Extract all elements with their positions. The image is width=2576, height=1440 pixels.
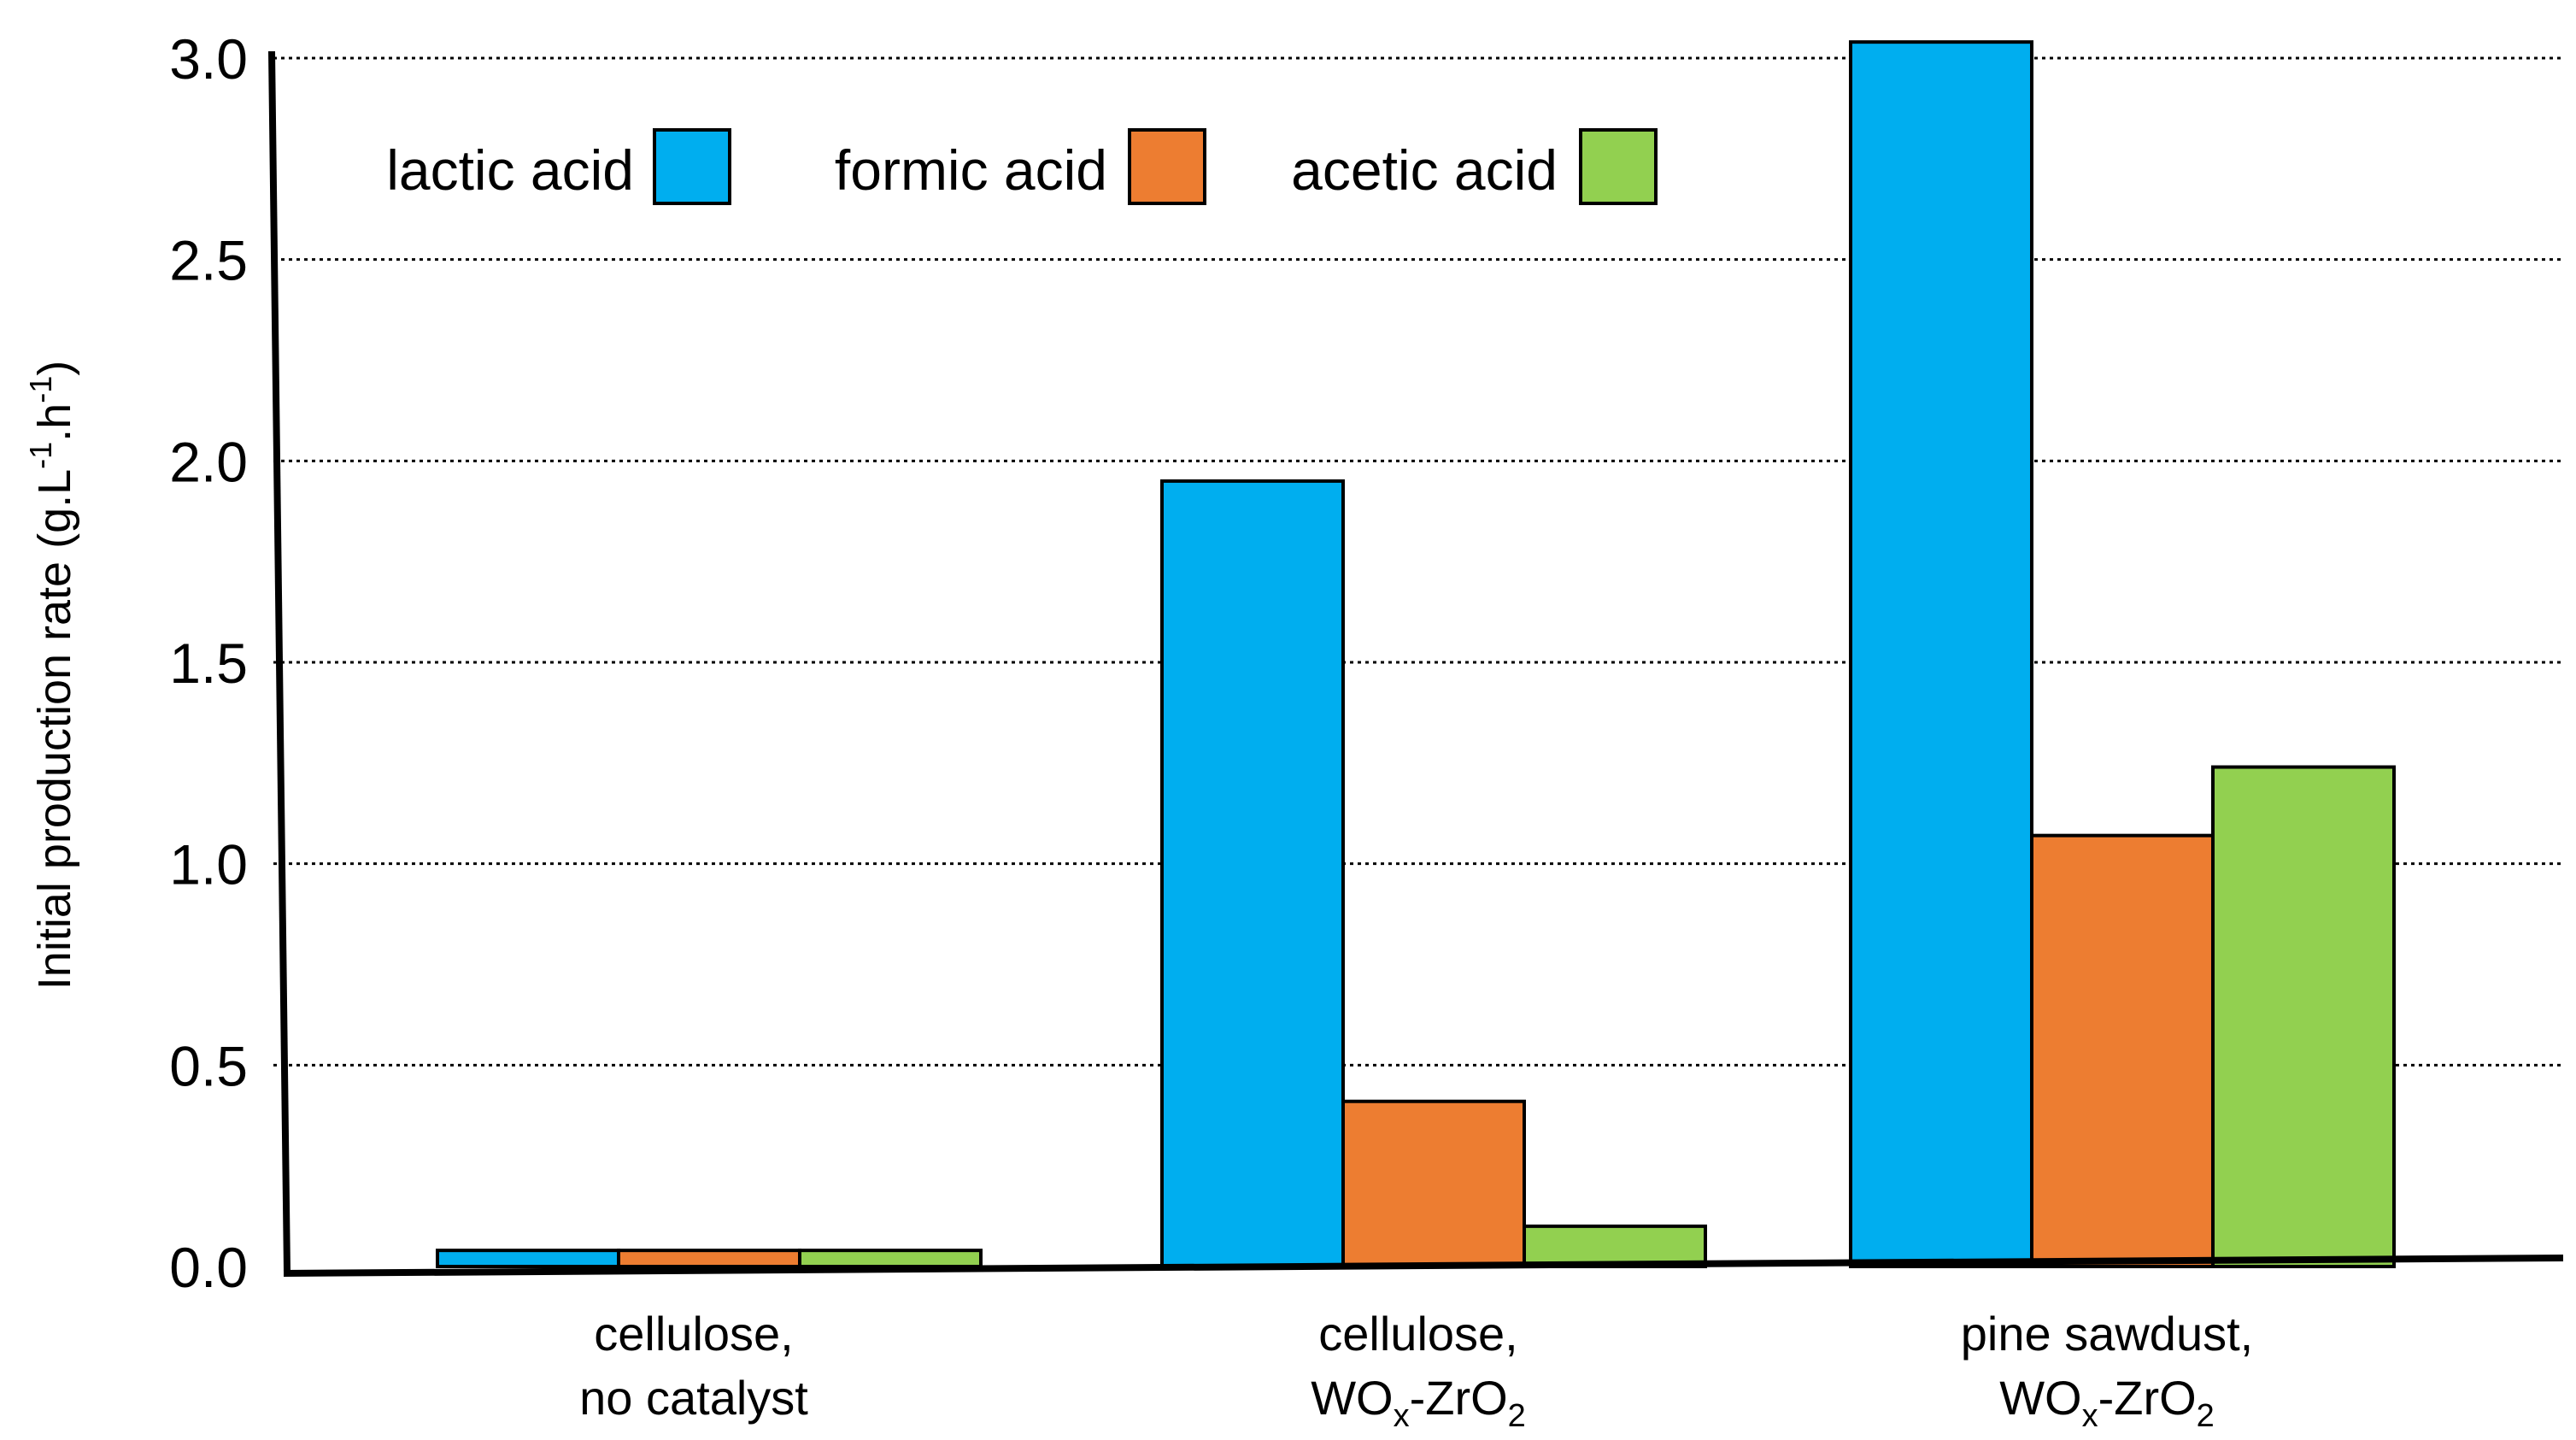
y-tick-label: 0.0 bbox=[169, 1236, 248, 1299]
category-label-line1: cellulose, bbox=[594, 1307, 793, 1361]
bar-acetic-acid bbox=[1523, 1224, 1707, 1269]
y-tick-label: 3.0 bbox=[169, 27, 248, 91]
y-tick-label: 2.5 bbox=[169, 229, 248, 292]
bar-formic-acid bbox=[2030, 833, 2215, 1268]
y-tick-labels: 0.0 0.5 1.0 1.5 2.0 2.5 3.0 bbox=[169, 27, 248, 1299]
bar-lactic-acid bbox=[1160, 479, 1345, 1268]
y-tick-label: 1.0 bbox=[169, 833, 248, 896]
bar-formic-acid bbox=[1341, 1099, 1526, 1268]
legend-swatch bbox=[1579, 128, 1658, 205]
x-axis bbox=[283, 1255, 2564, 1277]
bar-lactic-acid bbox=[1849, 40, 2033, 1269]
category-label-line2: no catalyst bbox=[579, 1371, 808, 1425]
y-tick-label: 2.0 bbox=[169, 430, 248, 493]
legend-label: acetic acid bbox=[1291, 138, 1558, 202]
bar-lactic-acid bbox=[436, 1249, 620, 1268]
y-tick-label: 0.5 bbox=[169, 1034, 248, 1097]
x-category-labels: cellulose, no catalyst cellulose, WOx-ZrO2 p… bbox=[579, 1307, 2253, 1434]
category-label-line1: pine sawdust, bbox=[1961, 1307, 2253, 1361]
y-axis-label: Initial production rate (g.L-1.h-1) bbox=[23, 361, 80, 990]
bar-acetic-acid bbox=[2211, 765, 2396, 1268]
legend: lactic acid formic acid acetic acid bbox=[386, 128, 1658, 205]
bars bbox=[436, 40, 2396, 1269]
bar-formic-acid bbox=[617, 1249, 801, 1268]
y-axis bbox=[268, 50, 290, 1272]
category-label-line2: WOx-ZrO2 bbox=[1999, 1371, 2215, 1434]
bar-acetic-acid bbox=[798, 1249, 983, 1268]
legend-label: formic acid bbox=[835, 138, 1107, 202]
legend-swatch bbox=[653, 128, 731, 205]
category-label-line2: WOx-ZrO2 bbox=[1311, 1371, 1526, 1434]
legend-swatch bbox=[1128, 128, 1206, 205]
category-label-line1: cellulose, bbox=[1318, 1307, 1517, 1361]
y-tick-label: 1.5 bbox=[169, 632, 248, 695]
legend-label: lactic acid bbox=[386, 138, 634, 202]
